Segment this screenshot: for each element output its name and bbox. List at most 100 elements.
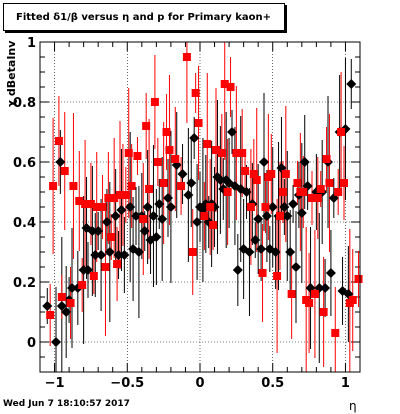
data-point-red [281,170,290,178]
data-point-black [299,157,310,167]
data-point-red [69,182,78,190]
x-tick-label: 1 [341,376,350,391]
data-point-black [288,199,299,209]
data-point-red [66,299,75,307]
data-point-red [177,182,186,190]
data-point-black [165,202,176,212]
data-point-black [320,283,331,293]
data-point-red [104,194,113,202]
data-point-red [110,194,119,202]
plot-frame [39,41,361,373]
data-point-red [188,248,197,256]
data-point-black [61,307,72,317]
data-point-red [232,149,241,157]
x-axis-ticks: −1 −0.5 0 0.5 1 [39,42,361,391]
timestamp-footer: Wed Jun 7 18:10:57 2017 [3,399,130,409]
data-point-red [203,140,212,148]
data-point-red [113,260,122,268]
data-point-black [87,226,98,236]
data-point-red [287,290,296,298]
data-point-black [148,211,159,221]
data-point-black [244,247,255,257]
data-point-black [96,250,107,260]
data-point-red [305,299,314,307]
data-point-red [337,128,346,136]
data-point-red [325,179,334,187]
data-point-red [310,290,319,298]
data-point-red [299,188,308,196]
data-points [42,53,363,347]
data-point-red [89,272,98,280]
data-point-red [150,98,159,106]
data-point-red [238,149,247,157]
data-point-red [308,194,316,202]
data-point-red [223,188,232,196]
data-point-black [101,217,112,227]
data-point-black [133,247,144,257]
data-point-red [334,188,343,196]
data-point-black [282,211,293,221]
data-point-red [139,215,148,223]
chart-title: Fitted δ1/β versus η and p for Primary k… [16,11,272,23]
data-point-black [55,157,66,167]
y-tick-label: 0.4 [13,216,36,231]
data-point-red [354,275,363,283]
data-point-red [75,197,84,205]
data-point-black [215,175,226,185]
data-point-black [125,202,136,212]
data-point-black [189,133,200,143]
data-point-black [116,205,127,215]
data-point-red [348,296,357,304]
x-tick-label: 0 [195,376,204,391]
data-point-red [162,128,171,136]
data-point-red [267,170,276,178]
data-point-black [346,79,357,89]
data-point-red [145,185,154,193]
data-point-black [139,226,150,236]
data-point-black [227,127,237,137]
data-point-black [90,250,101,260]
data-point-black [93,226,104,236]
data-point-red [121,191,130,199]
data-point-black [113,250,124,260]
data-point-black [42,301,53,311]
data-point-black [192,217,203,227]
data-point-red [142,122,151,130]
data-point-red [209,221,218,229]
data-point-red [101,263,110,271]
x-axis-label: η [349,399,357,413]
data-point-black [67,283,77,293]
data-point-black [154,199,165,209]
data-point-black [119,250,130,260]
data-point-red [194,119,203,127]
data-point-red [212,146,220,154]
data-point-red [241,167,250,175]
x-tick-label: −1 [45,376,65,391]
data-point-black [250,235,261,245]
data-point-black [253,214,264,224]
y-axis-ticks: 0 0.2 0.4 0.6 0.8 1 [13,36,360,373]
data-point-red [220,80,229,88]
data-point-red [246,203,255,211]
data-point-red [78,281,87,289]
data-point-red [133,152,142,160]
data-point-black [131,211,141,221]
data-point-black [296,208,307,218]
y-tick-label: 0.8 [13,96,36,111]
data-point-red [54,137,63,145]
data-point-red [252,176,261,184]
data-point-red [81,200,90,208]
data-point-red [49,182,58,190]
data-point-black [51,337,61,347]
y-axis-label: χ dBetaInv [5,40,18,107]
data-point-red [98,203,107,211]
data-point-black [142,202,153,212]
data-point-red [127,182,136,190]
data-point-red [319,308,328,316]
y-tick-label: 1 [27,36,36,51]
data-point-red [206,203,215,211]
data-point-black [186,178,197,188]
data-point-red [340,179,348,187]
data-point-red [322,155,331,163]
